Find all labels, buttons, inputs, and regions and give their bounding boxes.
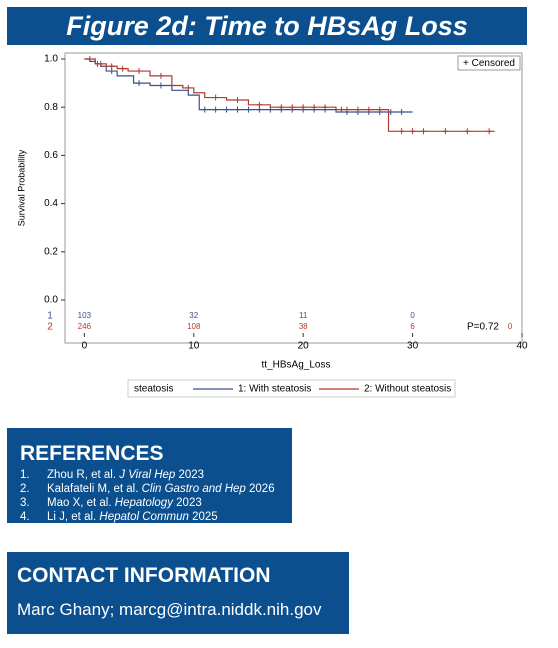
at-risk-count: 38 <box>299 322 308 331</box>
reference-authors: Li J, et al. <box>47 511 97 523</box>
reference-year: 2023 <box>178 469 205 481</box>
at-risk-count: 11 <box>299 311 308 320</box>
reference-journal: J Viral Hep <box>119 469 176 481</box>
censored-legend: + Censored <box>463 58 515 69</box>
censored-legend-box <box>457 55 521 71</box>
censor-mark <box>355 106 361 113</box>
reference-number: 4. <box>20 511 30 523</box>
p-value-note: 0 <box>508 322 513 331</box>
survival-curve <box>84 58 495 132</box>
at-risk-count: 108 <box>187 322 201 331</box>
x-tick-label: 40 <box>516 341 528 352</box>
legend-label: 2: Without steatosis <box>364 384 451 395</box>
censor-mark <box>136 80 142 87</box>
censor-mark <box>278 104 284 111</box>
censor-mark <box>98 60 104 67</box>
legend-box <box>127 379 456 398</box>
references-list: 1. Zhou R, et al. J Viral Hep 2023 2. Kalaf… <box>7 468 292 523</box>
reference-year: 2023 <box>176 497 202 509</box>
reference-item: 2. Kalafateli M, et al. Clin Gastro and H… <box>20 482 292 496</box>
y-tick-label: 0.4 <box>44 198 58 209</box>
y-tick-label: 0.0 <box>44 295 58 306</box>
reference-year: 2026 <box>249 483 275 495</box>
x-tick-label: 10 <box>188 341 200 352</box>
censor-mark <box>421 128 427 135</box>
censor-mark <box>235 106 241 113</box>
censor-mark <box>109 63 115 70</box>
censor-mark <box>410 128 416 135</box>
censor-mark <box>399 109 405 116</box>
y-tick-label: 1.0 <box>44 54 58 65</box>
x-tick-label: 0 <box>82 341 88 352</box>
reference-authors: Zhou R, et al. <box>47 469 117 481</box>
censor-mark <box>224 106 230 113</box>
reference-item: 1. Zhou R, et al. J Viral Hep 2023 <box>20 468 292 482</box>
reference-authors: Mao X, et al. <box>47 497 112 509</box>
censor-mark <box>202 106 208 113</box>
censor-mark <box>442 128 448 135</box>
censor-mark <box>185 84 191 91</box>
references-box: REFERENCES 1. Zhou R, et al. J Viral Hep … <box>7 428 292 523</box>
censor-mark <box>120 65 126 72</box>
censor-mark <box>256 101 262 108</box>
censor-mark <box>235 96 241 103</box>
contact-text: Marc Ghany; marcg@intra.niddk.nih.gov <box>17 600 322 619</box>
x-axis-label: tt_HBsAg_Loss <box>262 360 331 371</box>
censor-mark <box>245 106 251 113</box>
censor-mark <box>213 94 219 101</box>
censor-mark <box>366 106 372 113</box>
reference-number: 2. <box>20 483 30 495</box>
censor-mark <box>338 106 344 113</box>
reference-number: 1. <box>20 469 30 481</box>
y-tick-label: 0.8 <box>44 102 58 113</box>
x-tick-label: 20 <box>298 341 310 352</box>
censor-mark <box>464 128 470 135</box>
censor-mark <box>311 104 317 111</box>
censor-mark <box>289 104 295 111</box>
censor-mark <box>399 128 405 135</box>
censor-mark <box>300 104 306 111</box>
at-risk-count: 103 <box>78 311 92 320</box>
at-risk-row-label: 2 <box>47 322 53 333</box>
reference-number: 3. <box>20 497 30 509</box>
reference-year: 2025 <box>192 511 218 523</box>
reference-journal: Hepatology <box>114 497 173 509</box>
at-risk-count: 32 <box>189 311 198 320</box>
y-tick-label: 0.2 <box>44 246 58 257</box>
legend-label: 1: With steatosis <box>238 384 311 395</box>
at-risk-count: 0 <box>410 311 415 320</box>
y-tick-label: 0.6 <box>44 150 58 161</box>
x-tick-label: 30 <box>407 341 419 352</box>
censor-mark <box>158 72 164 79</box>
title-banner: Figure 2d: Time to HBsAg Loss <box>7 7 527 45</box>
censor-mark <box>322 104 328 111</box>
reference-item: 3. Mao X, et al. Hepatology 2023 <box>20 496 292 510</box>
p-value: P=0.72 <box>467 322 499 333</box>
censor-mark <box>87 56 93 62</box>
censor-mark <box>486 128 492 135</box>
reference-journal: Clin Gastro and Hep <box>141 483 246 495</box>
censor-mark <box>213 106 219 113</box>
at-risk-count: 246 <box>78 322 92 331</box>
legend-title: steatosis <box>134 384 173 395</box>
censor-mark <box>136 68 142 75</box>
censor-mark <box>344 106 350 113</box>
reference-item: 4. Li J, et al. Hepatol Commun 2025 <box>20 510 292 523</box>
contact-box: CONTACT INFORMATION Marc Ghany; marcg@in… <box>7 552 349 634</box>
y-axis-label: Survival Probability <box>16 149 26 226</box>
reference-authors: Kalafateli M, et al. <box>47 483 139 495</box>
censor-mark <box>158 82 164 89</box>
at-risk-row-label: 1 <box>47 311 53 322</box>
at-risk-count: 6 <box>410 322 415 331</box>
references-title: REFERENCES <box>20 442 164 465</box>
reference-journal: Hepatol Commun <box>99 511 189 523</box>
contact-title: CONTACT INFORMATION <box>17 564 271 587</box>
plot-frame <box>64 52 523 344</box>
censor-mark <box>377 106 383 113</box>
